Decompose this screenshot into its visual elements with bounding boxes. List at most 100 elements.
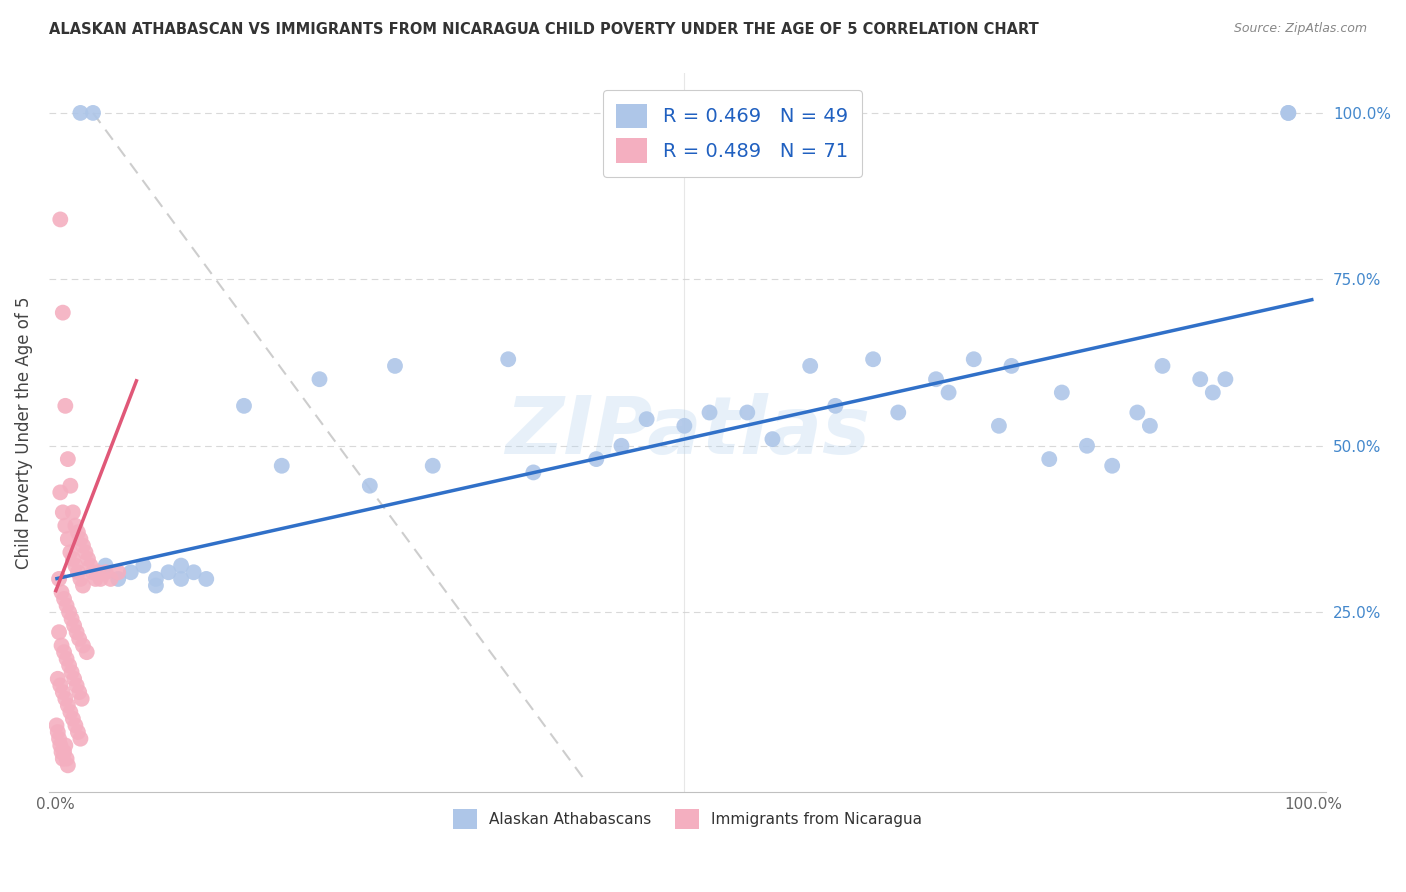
Point: [67, 685, 90, 699]
Point: [75, 545, 97, 559]
Point: [58, 605, 80, 619]
Point: [799, 359, 821, 373]
Point: [52, 685, 75, 699]
Point: [53, 399, 76, 413]
Point: [56, 452, 79, 467]
Point: [56, 532, 79, 546]
Point: [53, 518, 76, 533]
Point: [58, 658, 80, 673]
Point: [1277, 106, 1299, 120]
Point: [987, 418, 1010, 433]
Point: [145, 572, 167, 586]
Point: [53, 591, 76, 606]
Point: [65, 518, 87, 533]
Point: [49, 212, 72, 227]
Point: [66, 525, 89, 540]
Point: [59, 479, 82, 493]
Point: [56, 698, 79, 713]
Point: [585, 452, 607, 467]
Point: [72, 578, 94, 592]
Point: [735, 405, 758, 419]
Point: [60, 665, 83, 680]
Point: [308, 372, 330, 386]
Point: [94, 558, 117, 573]
Point: [107, 572, 129, 586]
Point: [55, 652, 77, 666]
Point: [107, 566, 129, 580]
Point: [384, 359, 406, 373]
Point: [1126, 405, 1149, 419]
Point: [824, 399, 846, 413]
Point: [82, 566, 104, 580]
Y-axis label: Child Poverty Under the Age of 5: Child Poverty Under the Age of 5: [15, 296, 32, 569]
Point: [522, 466, 544, 480]
Point: [84, 572, 107, 586]
Point: [69, 532, 91, 546]
Point: [145, 578, 167, 592]
Legend: Alaskan Athabascans, Immigrants from Nicaragua: Alaskan Athabascans, Immigrants from Nic…: [447, 803, 928, 835]
Point: [1139, 418, 1161, 433]
Point: [1076, 439, 1098, 453]
Point: [56, 758, 79, 772]
Point: [422, 458, 444, 473]
Point: [72, 539, 94, 553]
Point: [66, 625, 89, 640]
Point: [87, 566, 110, 580]
Point: [48, 572, 70, 586]
Point: [761, 432, 783, 446]
Point: [132, 558, 155, 573]
Point: [69, 572, 91, 586]
Point: [65, 718, 87, 732]
Point: [1202, 385, 1225, 400]
Point: [1038, 452, 1060, 467]
Point: [49, 485, 72, 500]
Point: [170, 572, 193, 586]
Point: [49, 678, 72, 692]
Point: [66, 725, 89, 739]
Point: [79, 558, 101, 573]
Point: [183, 566, 205, 580]
Point: [52, 752, 75, 766]
Point: [62, 505, 84, 519]
Point: [76, 645, 98, 659]
Point: [62, 712, 84, 726]
Point: [72, 639, 94, 653]
Point: [1101, 458, 1123, 473]
Point: [90, 572, 112, 586]
Point: [51, 585, 73, 599]
Point: [53, 745, 76, 759]
Point: [66, 566, 89, 580]
Text: ZIPatlas: ZIPatlas: [505, 393, 870, 472]
Point: [70, 691, 93, 706]
Point: [65, 558, 87, 573]
Point: [49, 739, 72, 753]
Point: [673, 418, 696, 433]
Point: [100, 572, 122, 586]
Point: [55, 752, 77, 766]
Point: [46, 672, 69, 686]
Point: [94, 566, 117, 580]
Point: [51, 639, 73, 653]
Point: [1215, 372, 1237, 386]
Point: [67, 632, 90, 646]
Point: [359, 479, 381, 493]
Point: [48, 625, 70, 640]
Point: [53, 739, 76, 753]
Point: [46, 725, 69, 739]
Point: [963, 352, 986, 367]
Point: [925, 372, 948, 386]
Point: [270, 458, 292, 473]
Point: [66, 678, 89, 692]
Point: [610, 439, 633, 453]
Point: [938, 385, 960, 400]
Point: [45, 718, 67, 732]
Point: [170, 558, 193, 573]
Point: [496, 352, 519, 367]
Point: [1050, 385, 1073, 400]
Point: [862, 352, 884, 367]
Point: [60, 612, 83, 626]
Point: [59, 705, 82, 719]
Point: [62, 552, 84, 566]
Point: [48, 731, 70, 746]
Point: [887, 405, 910, 419]
